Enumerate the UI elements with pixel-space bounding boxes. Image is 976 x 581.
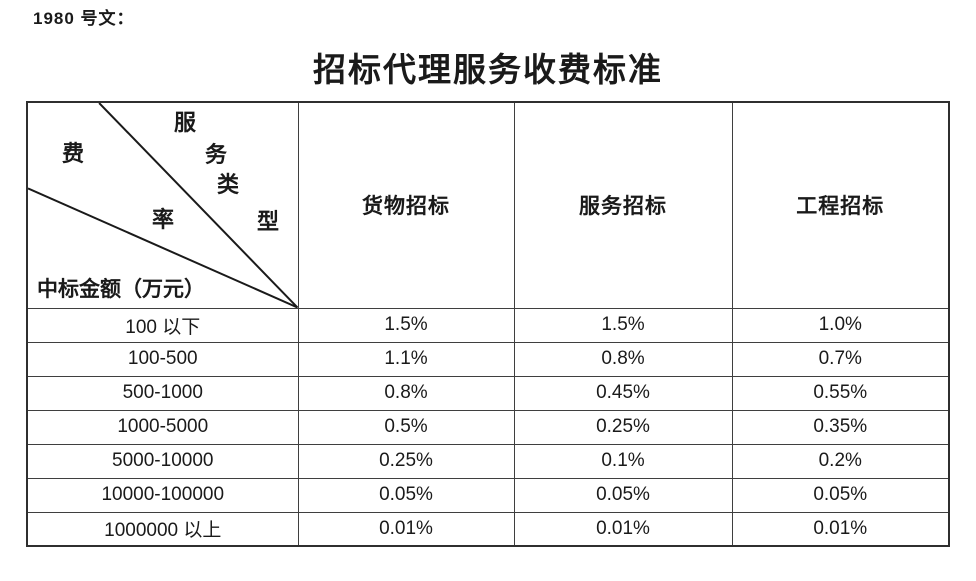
fee-cell: 0.05%: [731, 477, 950, 513]
axis-col-char-4: 型: [257, 209, 280, 234]
diagonal-corner-cell: 服 务 类 型 费 率 中标金额（万元）: [26, 101, 299, 309]
fee-cell: 0.55%: [731, 375, 950, 411]
row-label: 500-1000: [26, 375, 299, 411]
axis-row-label: 中标金额（万元）: [37, 277, 205, 301]
column-header-services: 服务招标: [513, 101, 733, 309]
fee-cell: 0.7%: [731, 341, 950, 377]
fee-cell: 0.01%: [731, 511, 950, 547]
table-row: 10000-100000 0.05% 0.05% 0.05%: [26, 477, 950, 513]
fee-cell: 0.25%: [513, 409, 733, 445]
table-row: 100-500 1.1% 0.8% 0.7%: [26, 341, 950, 377]
fee-cell: 0.05%: [513, 477, 733, 513]
table-row: 1000-5000 0.5% 0.25% 0.35%: [26, 409, 950, 445]
axis-col-char-2: 务: [205, 142, 228, 167]
page-title: 招标代理服务收费标准: [313, 53, 663, 89]
fee-standard-table: 服 务 类 型 费 率 中标金额（万元） 货物招标 服务招标 工程招标 100 …: [26, 101, 950, 547]
axis-value-char-1: 费: [62, 141, 85, 166]
fee-cell: 0.05%: [297, 477, 515, 513]
fee-cell: 1.1%: [297, 341, 515, 377]
axis-value-char-2: 率: [152, 207, 175, 232]
fee-cell: 1.5%: [297, 307, 515, 343]
row-label: 100 以下: [26, 307, 299, 343]
row-label: 10000-100000: [26, 477, 299, 513]
fee-cell: 0.8%: [513, 341, 733, 377]
fee-cell: 0.1%: [513, 443, 733, 479]
table-row: 5000-10000 0.25% 0.1% 0.2%: [26, 443, 950, 479]
column-header-goods: 货物招标: [297, 101, 515, 309]
row-label: 1000000 以上: [26, 511, 299, 547]
row-label: 100-500: [26, 341, 299, 377]
fee-cell: 0.8%: [297, 375, 515, 411]
fee-cell: 0.01%: [297, 511, 515, 547]
row-label: 5000-10000: [26, 443, 299, 479]
axis-col-char-1: 服: [174, 110, 197, 135]
row-label: 1000-5000: [26, 409, 299, 445]
table-row: 500-1000 0.8% 0.45% 0.55%: [26, 375, 950, 411]
document-ref-number: 1980 号文：: [33, 9, 135, 28]
header-row: 服 务 类 型 费 率 中标金额（万元） 货物招标 服务招标 工程招标: [26, 101, 950, 309]
column-header-works: 工程招标: [731, 101, 950, 309]
diagonal-divider-lines: [28, 103, 297, 307]
fee-cell: 0.35%: [731, 409, 950, 445]
fee-cell: 0.01%: [513, 511, 733, 547]
fee-cell: 0.5%: [297, 409, 515, 445]
axis-col-char-3: 类: [217, 172, 240, 197]
fee-cell: 1.0%: [731, 307, 950, 343]
table-row: 1000000 以上 0.01% 0.01% 0.01%: [26, 511, 950, 547]
table-row: 100 以下 1.5% 1.5% 1.0%: [26, 307, 950, 343]
fee-cell: 0.45%: [513, 375, 733, 411]
fee-cell: 1.5%: [513, 307, 733, 343]
fee-cell: 0.2%: [731, 443, 950, 479]
fee-cell: 0.25%: [297, 443, 515, 479]
